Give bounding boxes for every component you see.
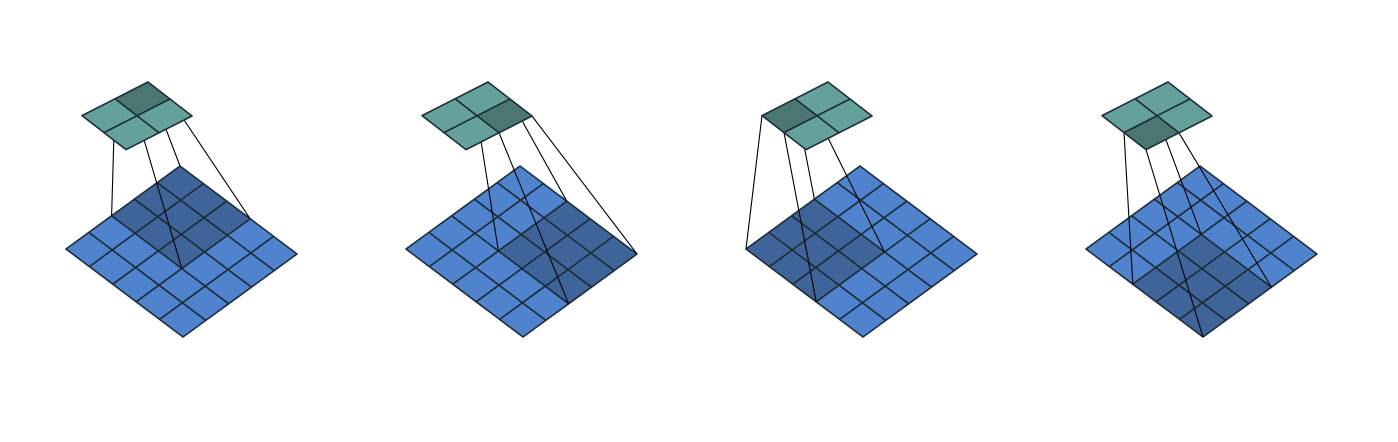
projection-line — [498, 132, 570, 305]
output-cell — [443, 115, 500, 151]
output-grid — [81, 81, 193, 151]
panel-1 — [65, 81, 298, 338]
projection-line — [1178, 132, 1272, 288]
panel-4 — [1085, 81, 1318, 338]
projection-line — [1123, 132, 1134, 285]
input-cell — [158, 301, 207, 338]
panel-2 — [405, 81, 638, 338]
panel-3 — [745, 81, 978, 338]
input-cell — [498, 301, 547, 338]
input-cell — [838, 301, 887, 338]
input-grid — [65, 165, 298, 338]
output-grid — [421, 81, 533, 151]
output-grid — [761, 81, 873, 151]
output-grid — [1101, 81, 1213, 151]
projection-line — [745, 115, 763, 250]
input-grid — [1085, 165, 1318, 338]
input-grid — [405, 165, 638, 338]
output-cell — [103, 115, 160, 151]
output-cell-highlighted — [1123, 115, 1180, 151]
projection-line — [136, 115, 183, 269]
projection-line — [1145, 149, 1204, 338]
output-cell — [783, 115, 840, 151]
input-grid — [745, 165, 978, 338]
projection-line — [531, 115, 638, 255]
projection-line — [783, 132, 817, 302]
